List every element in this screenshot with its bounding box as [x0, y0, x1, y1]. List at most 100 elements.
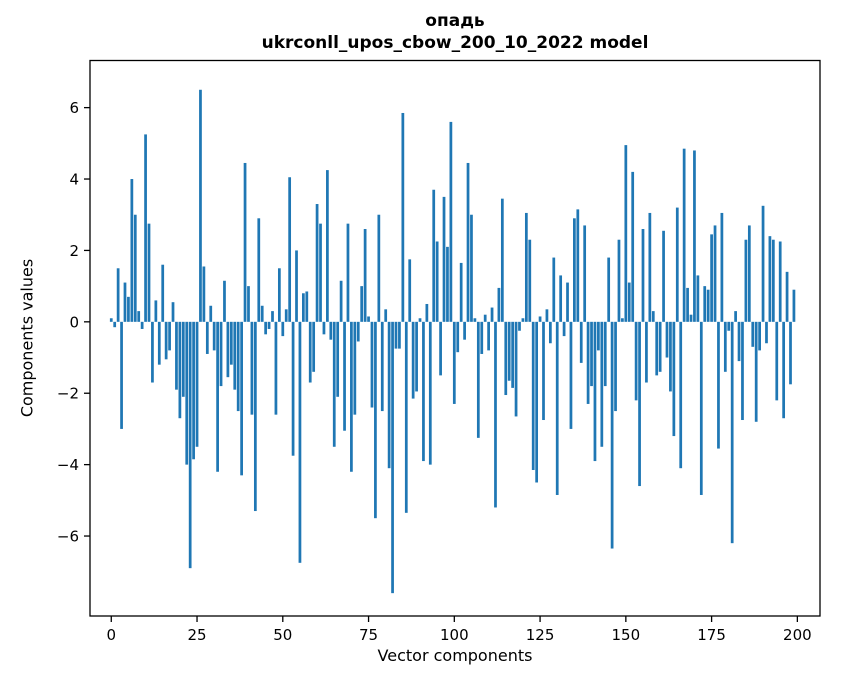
- bar: [617, 239, 621, 322]
- bar: [236, 321, 240, 412]
- bar: [151, 321, 154, 383]
- bar: [212, 321, 216, 351]
- bar: [356, 321, 360, 342]
- bar: [154, 300, 158, 322]
- bar: [120, 321, 123, 429]
- bar: [195, 321, 199, 447]
- bar: [123, 282, 127, 322]
- bar: [710, 234, 713, 322]
- bar: [600, 321, 604, 447]
- bar: [593, 321, 597, 462]
- bar: [288, 177, 292, 322]
- bar: [634, 321, 638, 401]
- bar: [446, 246, 449, 322]
- bar: [559, 275, 563, 322]
- bar: [603, 321, 607, 387]
- bar: [281, 321, 285, 337]
- bar: [645, 321, 648, 383]
- bar: [202, 266, 206, 322]
- bar: [205, 321, 209, 354]
- bar: [730, 321, 734, 544]
- bar: [343, 321, 346, 431]
- bar: [717, 321, 720, 449]
- bar: [782, 321, 786, 419]
- bar: [576, 209, 580, 322]
- bar: [624, 145, 628, 322]
- bar: [315, 204, 319, 322]
- bar: [569, 321, 573, 429]
- bar: [346, 223, 350, 322]
- bar: [754, 321, 758, 422]
- bar: [425, 303, 429, 322]
- chart-title: опадь ukrconll_upos_cbow_200_10_2022 mod…: [90, 10, 820, 54]
- bar: [267, 321, 271, 329]
- bar: [144, 134, 147, 322]
- bar: [422, 321, 425, 462]
- bar: [319, 223, 322, 322]
- bar: [384, 309, 388, 322]
- bar: [737, 321, 741, 362]
- bar: [216, 321, 219, 472]
- bar: [175, 321, 178, 390]
- x-axis-label: Vector components: [377, 646, 533, 665]
- bar: [247, 286, 250, 322]
- bar: [353, 321, 357, 415]
- x-tick-label: 50: [273, 626, 292, 644]
- bar: [398, 321, 401, 349]
- bar: [171, 302, 175, 322]
- bar: [387, 321, 391, 469]
- bar: [566, 282, 569, 322]
- bar: [693, 150, 696, 322]
- bar: [370, 321, 374, 408]
- y-tick-label: −2: [57, 385, 79, 403]
- x-tick-label: 75: [359, 626, 378, 644]
- bar: [792, 289, 796, 322]
- bar: [404, 321, 408, 513]
- y-axis-label: Components values: [17, 258, 37, 418]
- x-tick-label: 150: [612, 626, 641, 644]
- bar: [590, 321, 593, 387]
- bar: [703, 286, 707, 322]
- bar: [415, 321, 418, 392]
- bar: [127, 296, 130, 322]
- x-tick-label: 175: [697, 626, 726, 644]
- bar: [785, 271, 789, 322]
- bar: [514, 321, 518, 417]
- y-tick-label: −4: [57, 456, 79, 474]
- bar: [765, 321, 768, 344]
- bar: [391, 321, 394, 594]
- bar: [768, 236, 772, 322]
- bar: [302, 293, 305, 322]
- bar: [521, 318, 525, 322]
- bar: [226, 321, 230, 378]
- chart-title-line1: опадь: [425, 11, 485, 31]
- bar: [734, 311, 737, 322]
- x-tick-label: 25: [187, 626, 206, 644]
- bar: [545, 309, 549, 322]
- bar: [480, 321, 484, 354]
- bar: [456, 321, 460, 353]
- bar: [116, 268, 120, 322]
- bar: [579, 321, 583, 363]
- y-tick-label: −6: [57, 528, 79, 546]
- bar: [168, 321, 171, 351]
- bar: [682, 148, 686, 322]
- bar: [374, 321, 377, 519]
- bar: [504, 321, 508, 396]
- bar: [706, 289, 710, 322]
- bar: [192, 321, 195, 460]
- bar: [669, 321, 672, 392]
- bar: [339, 280, 343, 322]
- x-tick-label: 200: [783, 626, 812, 644]
- bar: [435, 241, 439, 322]
- bar: [713, 225, 717, 322]
- bar: [223, 280, 226, 322]
- bar: [648, 212, 652, 322]
- bar: [411, 321, 415, 399]
- bar: [442, 196, 446, 322]
- bar: [778, 241, 782, 322]
- bar: [291, 321, 295, 456]
- bar: [199, 89, 202, 322]
- bar: [250, 321, 254, 415]
- bar: [641, 229, 645, 322]
